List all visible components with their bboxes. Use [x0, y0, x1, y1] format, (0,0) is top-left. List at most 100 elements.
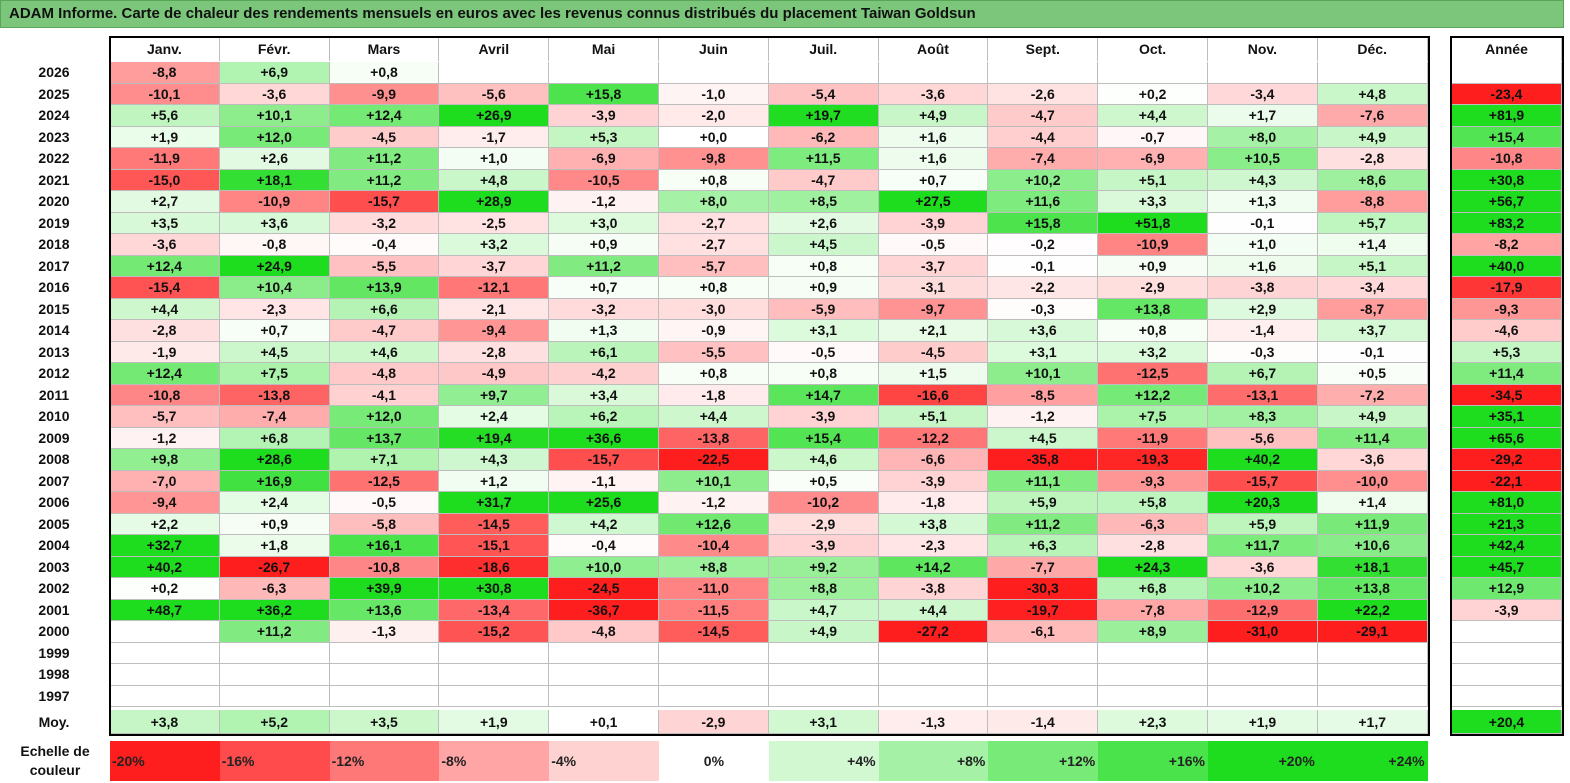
heatmap-cell: +2,1 — [878, 320, 989, 342]
heatmap-cell — [1317, 642, 1428, 664]
heatmap-cell: +1,6 — [878, 148, 989, 170]
color-scale-step: -12% — [329, 741, 440, 781]
heatmap-cell: +3,6 — [219, 212, 330, 234]
heatmap-cell: +13,6 — [329, 599, 440, 621]
heatmap-cell: -2,2 — [988, 277, 1099, 299]
heatmap-cell: -3,7 — [439, 255, 550, 277]
heatmap-cell: +1,3 — [1208, 191, 1318, 213]
heatmap-cell — [768, 664, 879, 686]
heatmap-cell: +2,7 — [110, 191, 220, 213]
annual-cell — [1452, 621, 1562, 643]
heatmap-cell: +8,8 — [659, 556, 769, 578]
heatmap-cell: +2,9 — [1208, 298, 1318, 320]
heatmap-cell: +40,2 — [110, 556, 220, 578]
heatmap-cell — [878, 685, 989, 707]
heatmap-cell: -9,9 — [329, 83, 440, 105]
heatmap-cell: +39,9 — [329, 578, 440, 600]
heatmap-cell: -4,7 — [988, 105, 1099, 127]
heatmap-cell: +6,6 — [329, 298, 440, 320]
heatmap-cell: -27,2 — [878, 621, 989, 643]
heatmap-cell: +6,2 — [549, 406, 659, 428]
heatmap-cell: +9,7 — [439, 384, 550, 406]
heatmap-cell: +28,6 — [219, 449, 330, 471]
row-year-label: 2002 — [38, 580, 70, 596]
heatmap-cell: -3,1 — [878, 277, 989, 299]
heatmap-cell: +5,7 — [1317, 212, 1428, 234]
heatmap-cell: -3,8 — [1208, 277, 1318, 299]
annual-cell: +81,0 — [1452, 492, 1562, 514]
heatmap-cell: -1,3 — [329, 621, 440, 643]
heatmap-cell: -13,8 — [219, 384, 330, 406]
heatmap-cell: +0,8 — [768, 363, 879, 385]
heatmap-cell: -2,5 — [439, 212, 550, 234]
heatmap-cell: +22,2 — [1317, 599, 1428, 621]
heatmap-cell: +26,9 — [439, 105, 550, 127]
row-year-label: 1997 — [38, 687, 70, 704]
heatmap-cell: +3,2 — [1098, 341, 1208, 363]
heatmap-cell: +27,5 — [878, 191, 989, 213]
heatmap-cell: +16,9 — [219, 470, 330, 492]
heatmap-cell: -10,1 — [110, 83, 220, 105]
heatmap-cell: -0,4 — [549, 535, 659, 557]
heatmap-cell: +6,8 — [219, 427, 330, 449]
heatmap-cell: +0,8 — [659, 169, 769, 191]
heatmap-cell: +0,9 — [549, 234, 659, 256]
heatmap-cell: -5,9 — [768, 298, 879, 320]
row-year-label: 2005 — [38, 515, 70, 532]
annual-cell: -4,6 — [1452, 320, 1562, 342]
heatmap-cell: +4,5 — [768, 234, 879, 256]
row-year-label: 2026 — [38, 64, 70, 80]
heatmap-cell: -8,8 — [110, 62, 220, 84]
heatmap-cell — [439, 685, 550, 707]
average-cell: +1,9 — [1208, 710, 1318, 734]
heatmap-cell — [110, 642, 220, 664]
heatmap-cell: -14,5 — [659, 621, 769, 643]
heatmap-cell: +31,7 — [439, 492, 550, 514]
heatmap-cell: +10,1 — [988, 363, 1099, 385]
heatmap-cell: +0,0 — [659, 126, 769, 148]
heatmap-cell: -15,7 — [329, 191, 440, 213]
heatmap-cell: -7,7 — [988, 556, 1099, 578]
heatmap-cell: -11,5 — [659, 599, 769, 621]
row-year-label: 1999 — [38, 644, 70, 661]
heatmap-cell — [1317, 685, 1428, 707]
heatmap-cell: +10,1 — [659, 470, 769, 492]
annual-cell: +30,8 — [1452, 169, 1562, 191]
heatmap-cell: -15,7 — [549, 449, 659, 471]
heatmap-cell: -9,8 — [659, 148, 769, 170]
heatmap-cell: -7,2 — [1317, 384, 1428, 406]
heatmap-cell — [1098, 685, 1208, 707]
heatmap-cell: +10,2 — [1208, 578, 1318, 600]
heatmap-cell: +5,1 — [1098, 169, 1208, 191]
heatmap-cell — [1098, 664, 1208, 686]
heatmap-cell: +0,9 — [219, 513, 330, 535]
heatmap-cell: +11,2 — [549, 255, 659, 277]
heatmap-cell: +18,1 — [219, 169, 330, 191]
heatmap-cell: +4,9 — [878, 105, 989, 127]
month-header: Juil. — [768, 38, 879, 61]
heatmap-cell: +0,9 — [768, 277, 879, 299]
color-scale-step: -8% — [439, 741, 550, 781]
row-year-label: 2024 — [38, 107, 70, 123]
month-header: Sept. — [988, 38, 1099, 61]
month-header: Mai — [549, 38, 659, 61]
heatmap-cell: -1,2 — [988, 406, 1099, 428]
annual-cell — [1452, 62, 1562, 84]
heatmap-cell: -2,1 — [439, 298, 550, 320]
heatmap-cell: -3,9 — [878, 212, 989, 234]
heatmap-cell: -2,3 — [878, 535, 989, 557]
annual-cell: +11,4 — [1452, 363, 1562, 385]
heatmap-cell: +36,6 — [549, 427, 659, 449]
heatmap-cell: -31,0 — [1208, 621, 1318, 643]
row-year-label: 2016 — [38, 279, 70, 295]
heatmap-cell: +1,6 — [878, 126, 989, 148]
average-cell: -1,4 — [988, 710, 1099, 734]
month-header: Janv. — [110, 38, 220, 61]
heatmap-cell: +1,0 — [439, 148, 550, 170]
heatmap-cell: -11,0 — [659, 578, 769, 600]
heatmap-cell: -7,8 — [1098, 599, 1208, 621]
heatmap-cell: +1,4 — [1317, 492, 1428, 514]
heatmap-cell: +1,7 — [1208, 105, 1318, 127]
heatmap-cell: -2,6 — [988, 83, 1099, 105]
heatmap-cell: -3,6 — [1317, 449, 1428, 471]
